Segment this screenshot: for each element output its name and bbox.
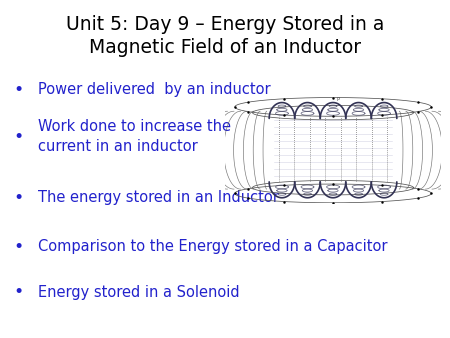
Text: Power delivered  by an inductor: Power delivered by an inductor bbox=[38, 82, 271, 97]
Text: P: P bbox=[336, 97, 340, 102]
Text: The energy stored in an Inductor: The energy stored in an Inductor bbox=[38, 190, 279, 205]
Text: Energy stored in a Solenoid: Energy stored in a Solenoid bbox=[38, 285, 240, 300]
Text: •: • bbox=[14, 128, 24, 146]
Text: Unit 5: Day 9 – Energy Stored in a
Magnetic Field of an Inductor: Unit 5: Day 9 – Energy Stored in a Magne… bbox=[66, 15, 384, 57]
Text: •: • bbox=[14, 238, 24, 256]
Text: •: • bbox=[14, 189, 24, 207]
Text: •: • bbox=[14, 80, 24, 99]
Text: Comparison to the Energy stored in a Capacitor: Comparison to the Energy stored in a Cap… bbox=[38, 239, 388, 254]
Text: Work done to increase the
current in an inductor: Work done to increase the current in an … bbox=[38, 120, 231, 154]
Text: •: • bbox=[14, 283, 24, 301]
